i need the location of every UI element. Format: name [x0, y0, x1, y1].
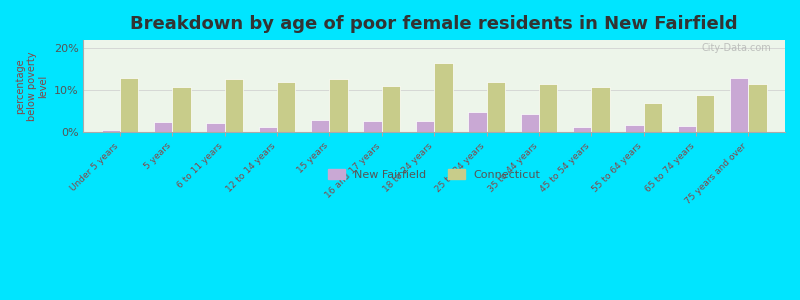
Bar — [626, 125, 644, 132]
Bar — [591, 87, 610, 132]
Bar — [206, 123, 225, 132]
Bar — [382, 86, 400, 132]
Bar — [539, 84, 558, 132]
Bar — [416, 121, 434, 132]
Y-axis label: percentage
below poverty
level: percentage below poverty level — [15, 52, 48, 121]
Title: Breakdown by age of poor female residents in New Fairfield: Breakdown by age of poor female resident… — [130, 15, 738, 33]
Bar — [102, 130, 120, 132]
Bar — [172, 87, 190, 132]
Bar — [644, 103, 662, 132]
Bar — [330, 79, 348, 132]
Bar — [521, 114, 539, 132]
Bar — [486, 82, 505, 132]
Bar — [258, 127, 277, 132]
Bar — [311, 120, 330, 132]
Bar — [120, 78, 138, 132]
Bar — [363, 121, 382, 132]
Bar — [696, 94, 714, 132]
Bar — [468, 112, 486, 132]
Text: City-Data.com: City-Data.com — [702, 43, 771, 53]
Bar — [730, 78, 748, 132]
Bar — [678, 126, 696, 132]
Bar — [277, 82, 295, 132]
Bar — [225, 79, 243, 132]
Bar — [434, 63, 453, 132]
Bar — [154, 122, 172, 132]
Bar — [748, 84, 766, 132]
Legend: New Fairfield, Connecticut: New Fairfield, Connecticut — [323, 164, 545, 184]
Bar — [573, 127, 591, 132]
